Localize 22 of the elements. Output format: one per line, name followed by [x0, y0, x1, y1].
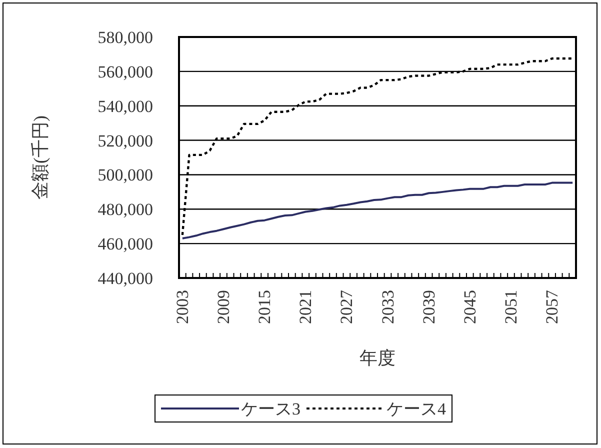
y-tick-label: 560,000 — [98, 62, 153, 82]
y-axis-title: 金額(千円) — [30, 116, 50, 200]
x-tick-label: 2015 — [255, 290, 274, 324]
x-tick-label: 2021 — [296, 290, 316, 324]
x-tick-label: 2051 — [501, 290, 520, 324]
y-tick-label: 540,000 — [98, 96, 153, 116]
legend-label: ケース3 — [241, 400, 300, 418]
x-tick-label: 2003 — [172, 290, 192, 324]
y-tick-label: 580,000 — [98, 28, 153, 47]
x-tick-label: 2027 — [337, 290, 356, 324]
x-tick-label: 2033 — [378, 290, 398, 324]
x-tick-label: 2045 — [460, 290, 480, 324]
y-tick-label: 460,000 — [98, 234, 153, 254]
y-tick-label: 480,000 — [98, 200, 153, 220]
x-tick-label: 2057 — [542, 290, 562, 324]
legend-label: ケース4 — [386, 400, 446, 418]
x-axis-title: 年度 — [360, 348, 396, 368]
x-tick-label: 2039 — [419, 290, 438, 324]
y-tick-label: 520,000 — [98, 131, 153, 150]
y-tick-label: 500,000 — [98, 166, 153, 185]
x-tick-label: 2009 — [214, 290, 233, 324]
y-tick-label: 440,000 — [98, 269, 153, 288]
